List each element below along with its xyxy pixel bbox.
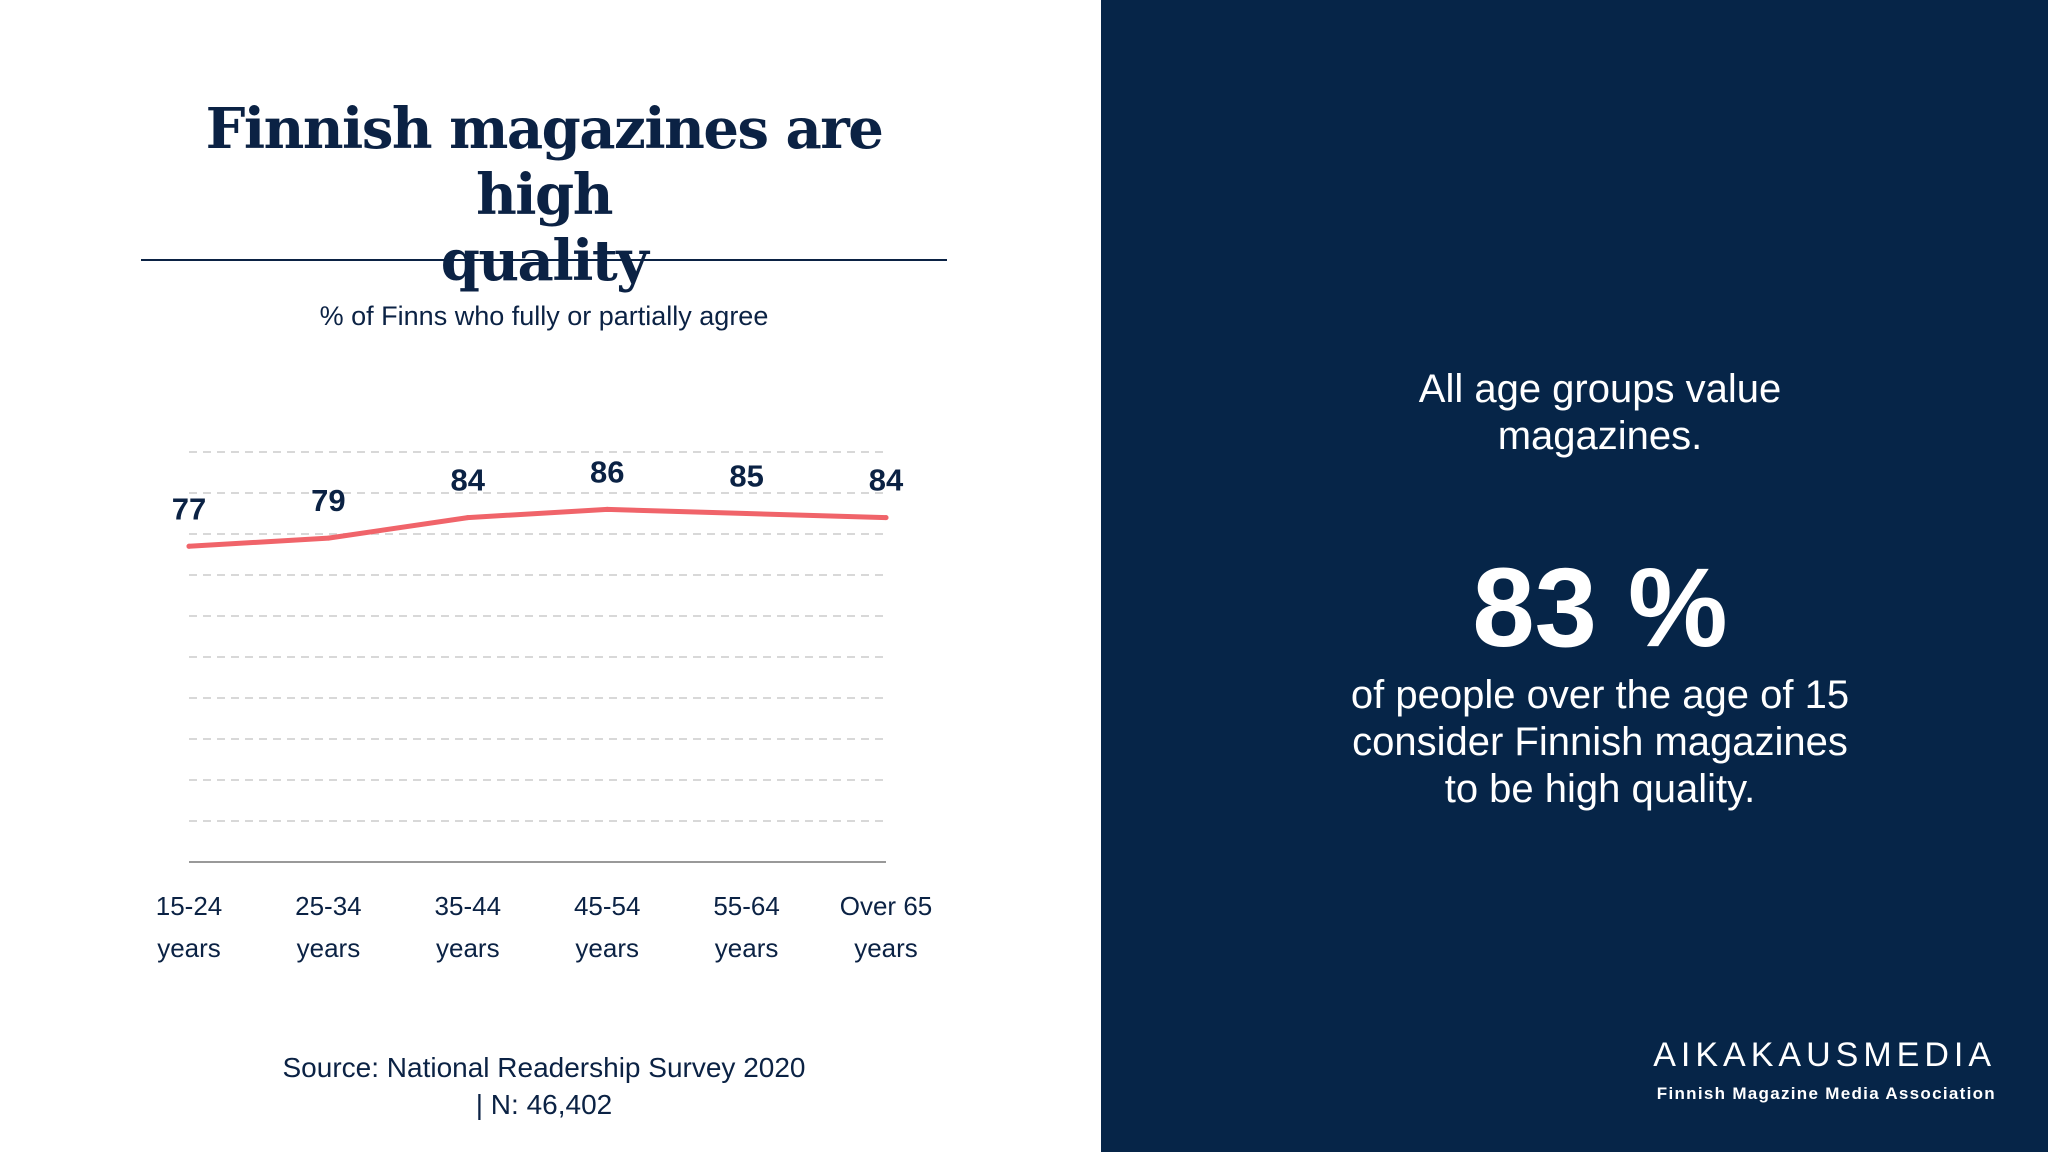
title-line-2: quality [440,228,649,294]
x-tick-label: 55-64 [713,891,780,921]
data-label: 84 [869,463,904,498]
x-tick-label: 45-54 [574,891,641,921]
x-tick-label-unit: years [436,933,500,963]
x-tick-label: Over 65 [840,891,933,921]
data-point [604,506,610,512]
data-label: 77 [172,491,206,526]
statistic-description: of people over the age of 15 consider Fi… [1290,672,1910,813]
headline-statistic: 83 % [1472,545,1728,670]
page-title: Finnish magazines are high quality [140,96,948,294]
x-tick-label: 35-44 [435,891,502,921]
source-line-1: Source: National Readership Survey 2020 [282,1052,806,1083]
x-tick-label: 25-34 [295,891,362,921]
summary-heading-line-2: magazines. [1497,414,1703,458]
title-divider [141,259,947,261]
summary-heading-line-1: All age groups value [1418,367,1782,411]
data-point [325,535,331,541]
source-note: Source: National Readership Survey 2020 … [140,1049,948,1123]
x-tick-label-unit: years [157,933,221,963]
data-label: 85 [729,459,763,494]
statistic-description-line-1: of people over the age of 15 [1350,673,1850,717]
x-tick-label-unit: years [575,933,639,963]
x-tick-label-unit: years [715,933,779,963]
data-label: 84 [451,463,486,498]
x-tick-label: 15-24 [156,891,223,921]
brand-logo: AIKAKAUSMEDIA [1653,1036,1996,1074]
statistic-description-line-2: consider Finnish magazines [1352,720,1848,764]
chart-panel [0,0,1101,1152]
data-point [883,515,889,521]
statistic-description-line-3: to be high quality. [1444,767,1756,811]
data-label: 79 [311,483,345,518]
data-label: 86 [590,454,624,489]
data-point [744,511,750,516]
brand-tagline: Finnish Magazine Media Association [1656,1084,1996,1103]
chart-subtitle: % of Finns who fully or partially agree [319,301,769,331]
title-line-1: Finnish magazines are high [205,96,884,228]
line-chart: 77 79 84 86 85 84 15-24 years 25-34 years 35-44 yea… [156,451,933,963]
summary-panel [1101,0,2048,1152]
x-tick-label-unit: years [297,933,361,963]
series-line [186,506,889,549]
source-line-2: | N: 46,402 [475,1089,613,1120]
summary-heading: All age groups value magazines. [1290,366,1910,460]
data-point [186,543,192,549]
data-point [465,515,471,521]
x-tick-label-unit: years [854,933,918,963]
